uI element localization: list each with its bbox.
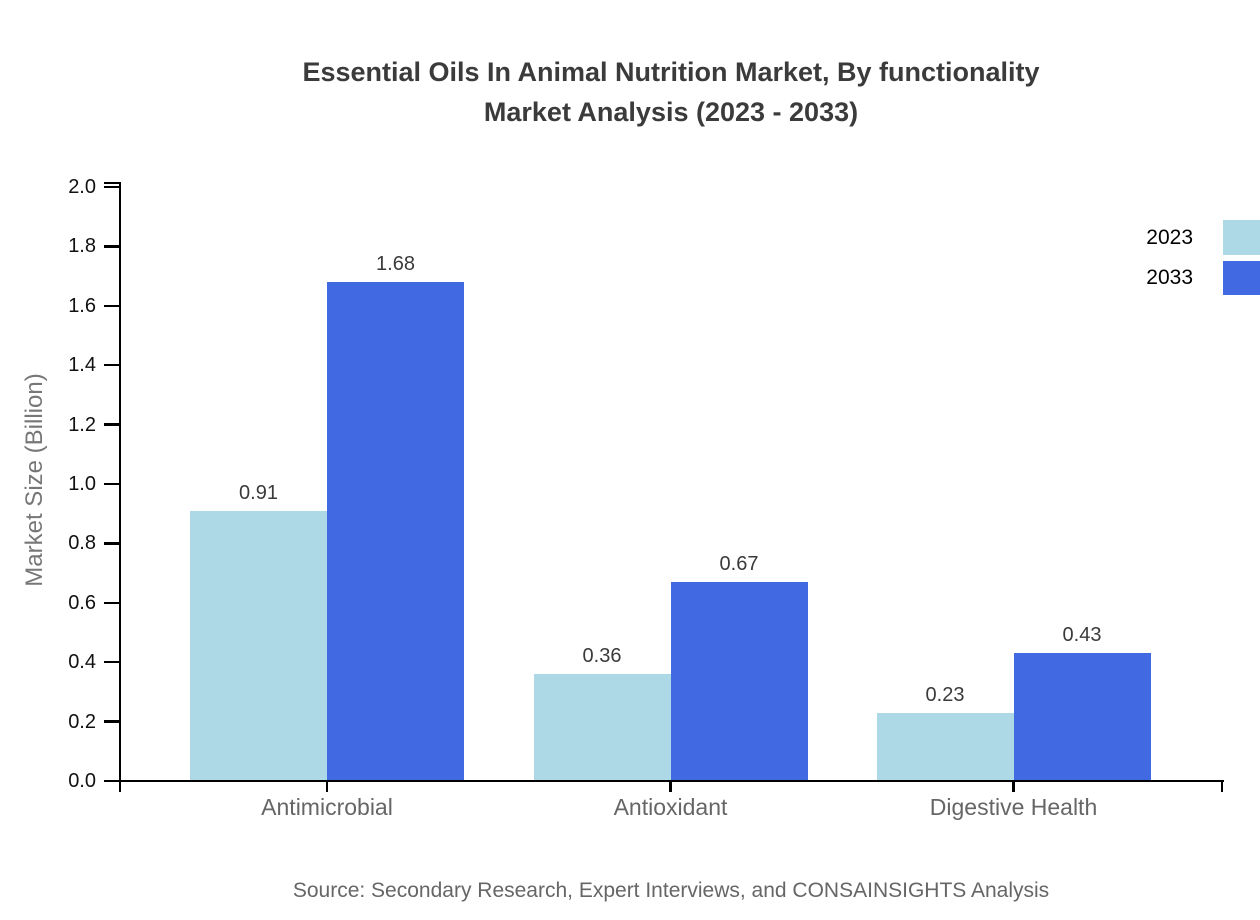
y-tick-label: 0.0 [68, 770, 96, 792]
y-axis-top-cap [104, 182, 119, 185]
y-tick [104, 779, 119, 783]
x-tick [1220, 781, 1224, 792]
x-axis-spine [119, 779, 1225, 783]
chart-title-line-2: Market Analysis (2023 - 2033) [483, 97, 859, 127]
y-tick [104, 601, 119, 604]
y-tick-label: 0.8 [68, 532, 96, 555]
bar-2033-antioxidant [670, 582, 808, 782]
y-tick [104, 304, 119, 307]
bar-2033-digestive-health [1013, 653, 1151, 782]
x-tick [669, 781, 672, 792]
y-tick [104, 661, 119, 664]
y-tick-label: 0.2 [68, 710, 96, 733]
y-tick [104, 720, 119, 723]
y-tick [104, 423, 119, 426]
y-tick-label: 2.0 [68, 176, 96, 198]
bar-value-label-2033-digestive-health: 0.43 [1062, 624, 1102, 647]
y-tick [104, 482, 119, 486]
bar-value-label-2023-antimicrobial: 0.91 [239, 481, 278, 504]
x-category-label-digestive-health: Digestive Health [929, 794, 1098, 820]
bar-value-label-2023-antioxidant: 0.36 [582, 645, 622, 668]
y-tick-label: 0.6 [68, 591, 96, 614]
x-category-label-antimicrobial: Antimicrobial [261, 794, 393, 820]
y-axis-spine [119, 182, 122, 784]
y-tick-label: 1.8 [68, 235, 96, 258]
bar-value-label-2033-antioxidant: 0.67 [719, 553, 759, 575]
bar-value-label-2023-digestive-health: 0.23 [925, 683, 965, 706]
source-note: Source: Secondary Research, Expert Inter… [292, 879, 1050, 902]
legend-swatch-2023 [1223, 220, 1260, 255]
y-tick [104, 364, 119, 367]
bar-2023-antioxidant [533, 674, 671, 782]
y-tick-label: 1.4 [68, 354, 96, 377]
y-tick-label: 0.4 [68, 651, 96, 674]
bar-2033-antimicrobial [327, 282, 464, 782]
x-category-label-antioxidant: Antioxidant [613, 794, 728, 820]
x-tick [325, 781, 329, 792]
legend-label-2023: 2023 [1146, 225, 1193, 249]
x-tick [1012, 781, 1015, 792]
bar-value-label-2033-antimicrobial: 1.68 [376, 253, 415, 276]
chart-title-line-1: Essential Oils In Animal Nutrition Marke… [302, 57, 1040, 87]
y-tick-label: 1.2 [68, 413, 96, 436]
x-tick [119, 781, 122, 792]
y-tick [104, 542, 119, 545]
y-tick-label: 1.0 [68, 473, 96, 495]
chart-title: Essential Oils In Animal Nutrition Marke… [120, 52, 1222, 132]
legend-label-2033: 2033 [1146, 266, 1193, 289]
legend-swatch-2033 [1223, 260, 1260, 295]
bar-2023-digestive-health [876, 712, 1014, 782]
y-tick [104, 185, 119, 189]
y-tick [104, 245, 119, 248]
y-tick-label: 1.6 [68, 294, 96, 317]
bar-2023-antimicrobial [190, 510, 327, 782]
